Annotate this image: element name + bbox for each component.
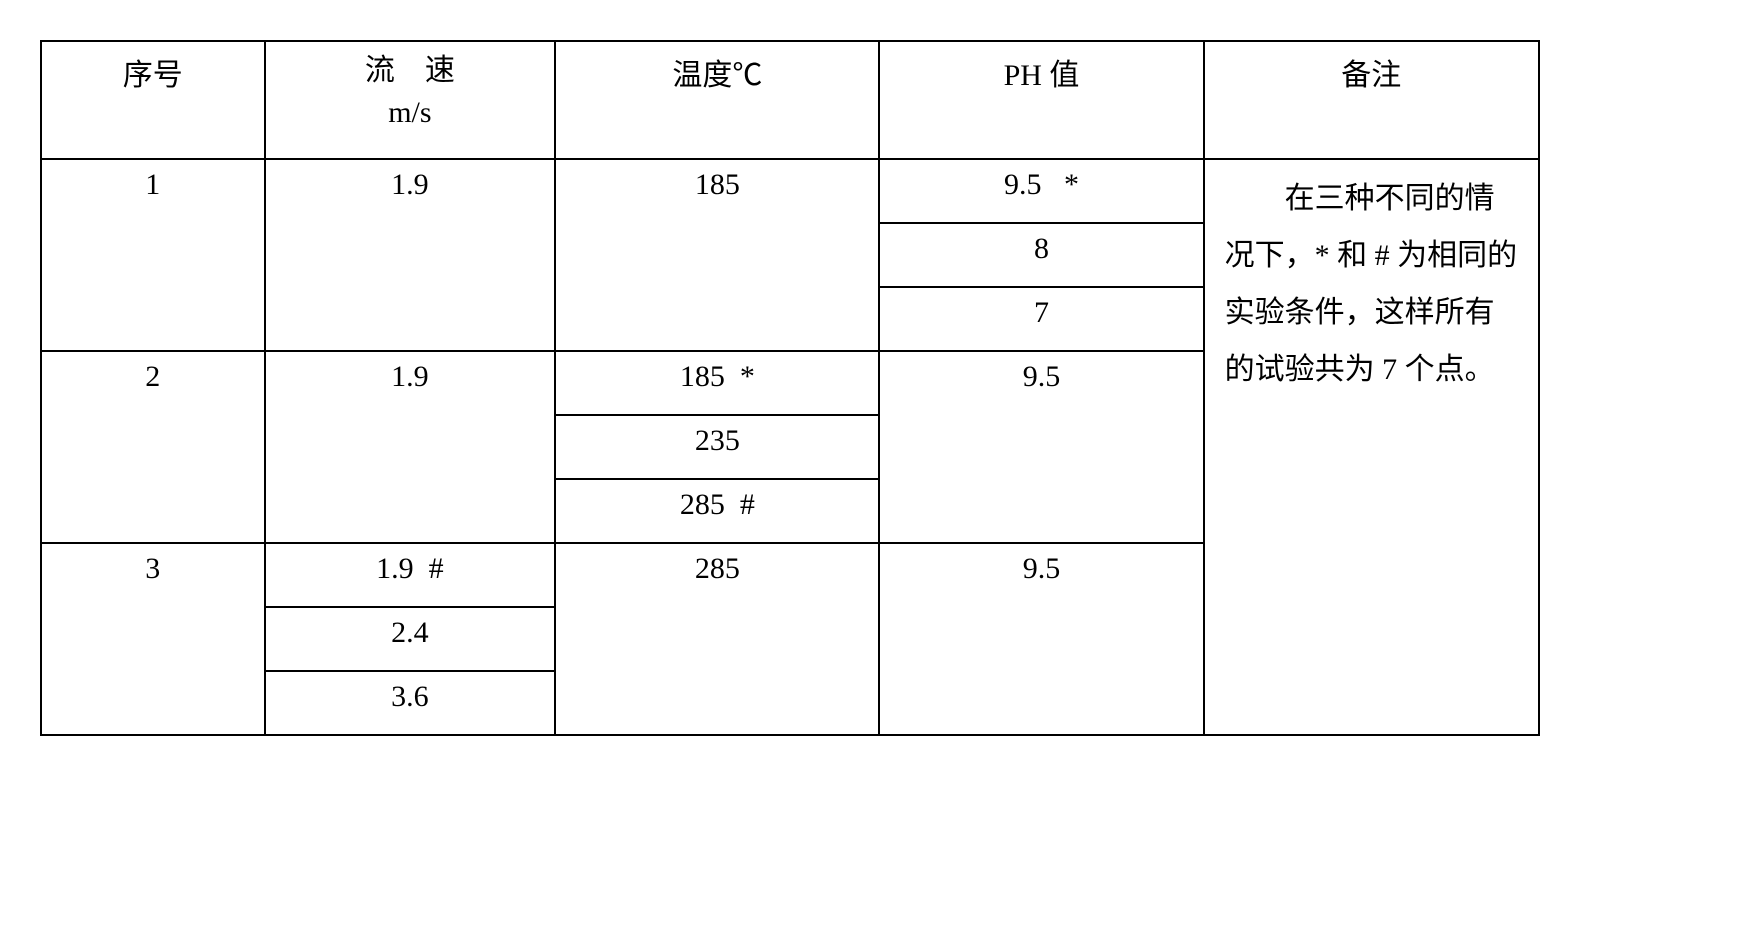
- cell-flow: 1.9: [265, 351, 556, 543]
- cell-ph: 9.5: [879, 543, 1203, 735]
- cell-temp: 185 *: [555, 351, 879, 415]
- col-header-remark: 备注: [1204, 41, 1539, 159]
- cell-temp: 285: [555, 543, 879, 735]
- cell-seq: 2: [41, 351, 265, 543]
- cell-flow: 1.9 #: [265, 543, 556, 607]
- col-header-flow: 流 速 m/s: [265, 41, 556, 159]
- cell-ph: 7: [879, 287, 1203, 351]
- experiment-table: 序号 流 速 m/s 温度℃ PH 值 备注 1 1.9 185 9.5 * 在…: [40, 40, 1540, 736]
- table-header-row: 序号 流 速 m/s 温度℃ PH 值 备注: [41, 41, 1539, 159]
- col-header-seq: 序号: [41, 41, 265, 159]
- cell-flow: 2.4: [265, 607, 556, 671]
- cell-ph: 9.5: [879, 351, 1203, 543]
- col-header-flow-line2: m/s: [388, 96, 431, 129]
- cell-temp: 285 #: [555, 479, 879, 543]
- cell-flow: 3.6: [265, 671, 556, 735]
- cell-temp: 185: [555, 159, 879, 351]
- cell-remark: 在三种不同的情况下，* 和 # 为相同的实验条件，这样所有的试验共为 7 个点。: [1204, 159, 1539, 735]
- col-header-flow-line1: 流 速: [365, 54, 455, 87]
- cell-ph: 9.5 *: [879, 159, 1203, 223]
- cell-seq: 1: [41, 159, 265, 351]
- cell-seq: 3: [41, 543, 265, 735]
- col-header-temp: 温度℃: [555, 41, 879, 159]
- cell-ph: 8: [879, 223, 1203, 287]
- cell-temp: 235: [555, 415, 879, 479]
- table-row: 1 1.9 185 9.5 * 在三种不同的情况下，* 和 # 为相同的实验条件…: [41, 159, 1539, 223]
- cell-flow: 1.9: [265, 159, 556, 351]
- col-header-ph: PH 值: [879, 41, 1203, 159]
